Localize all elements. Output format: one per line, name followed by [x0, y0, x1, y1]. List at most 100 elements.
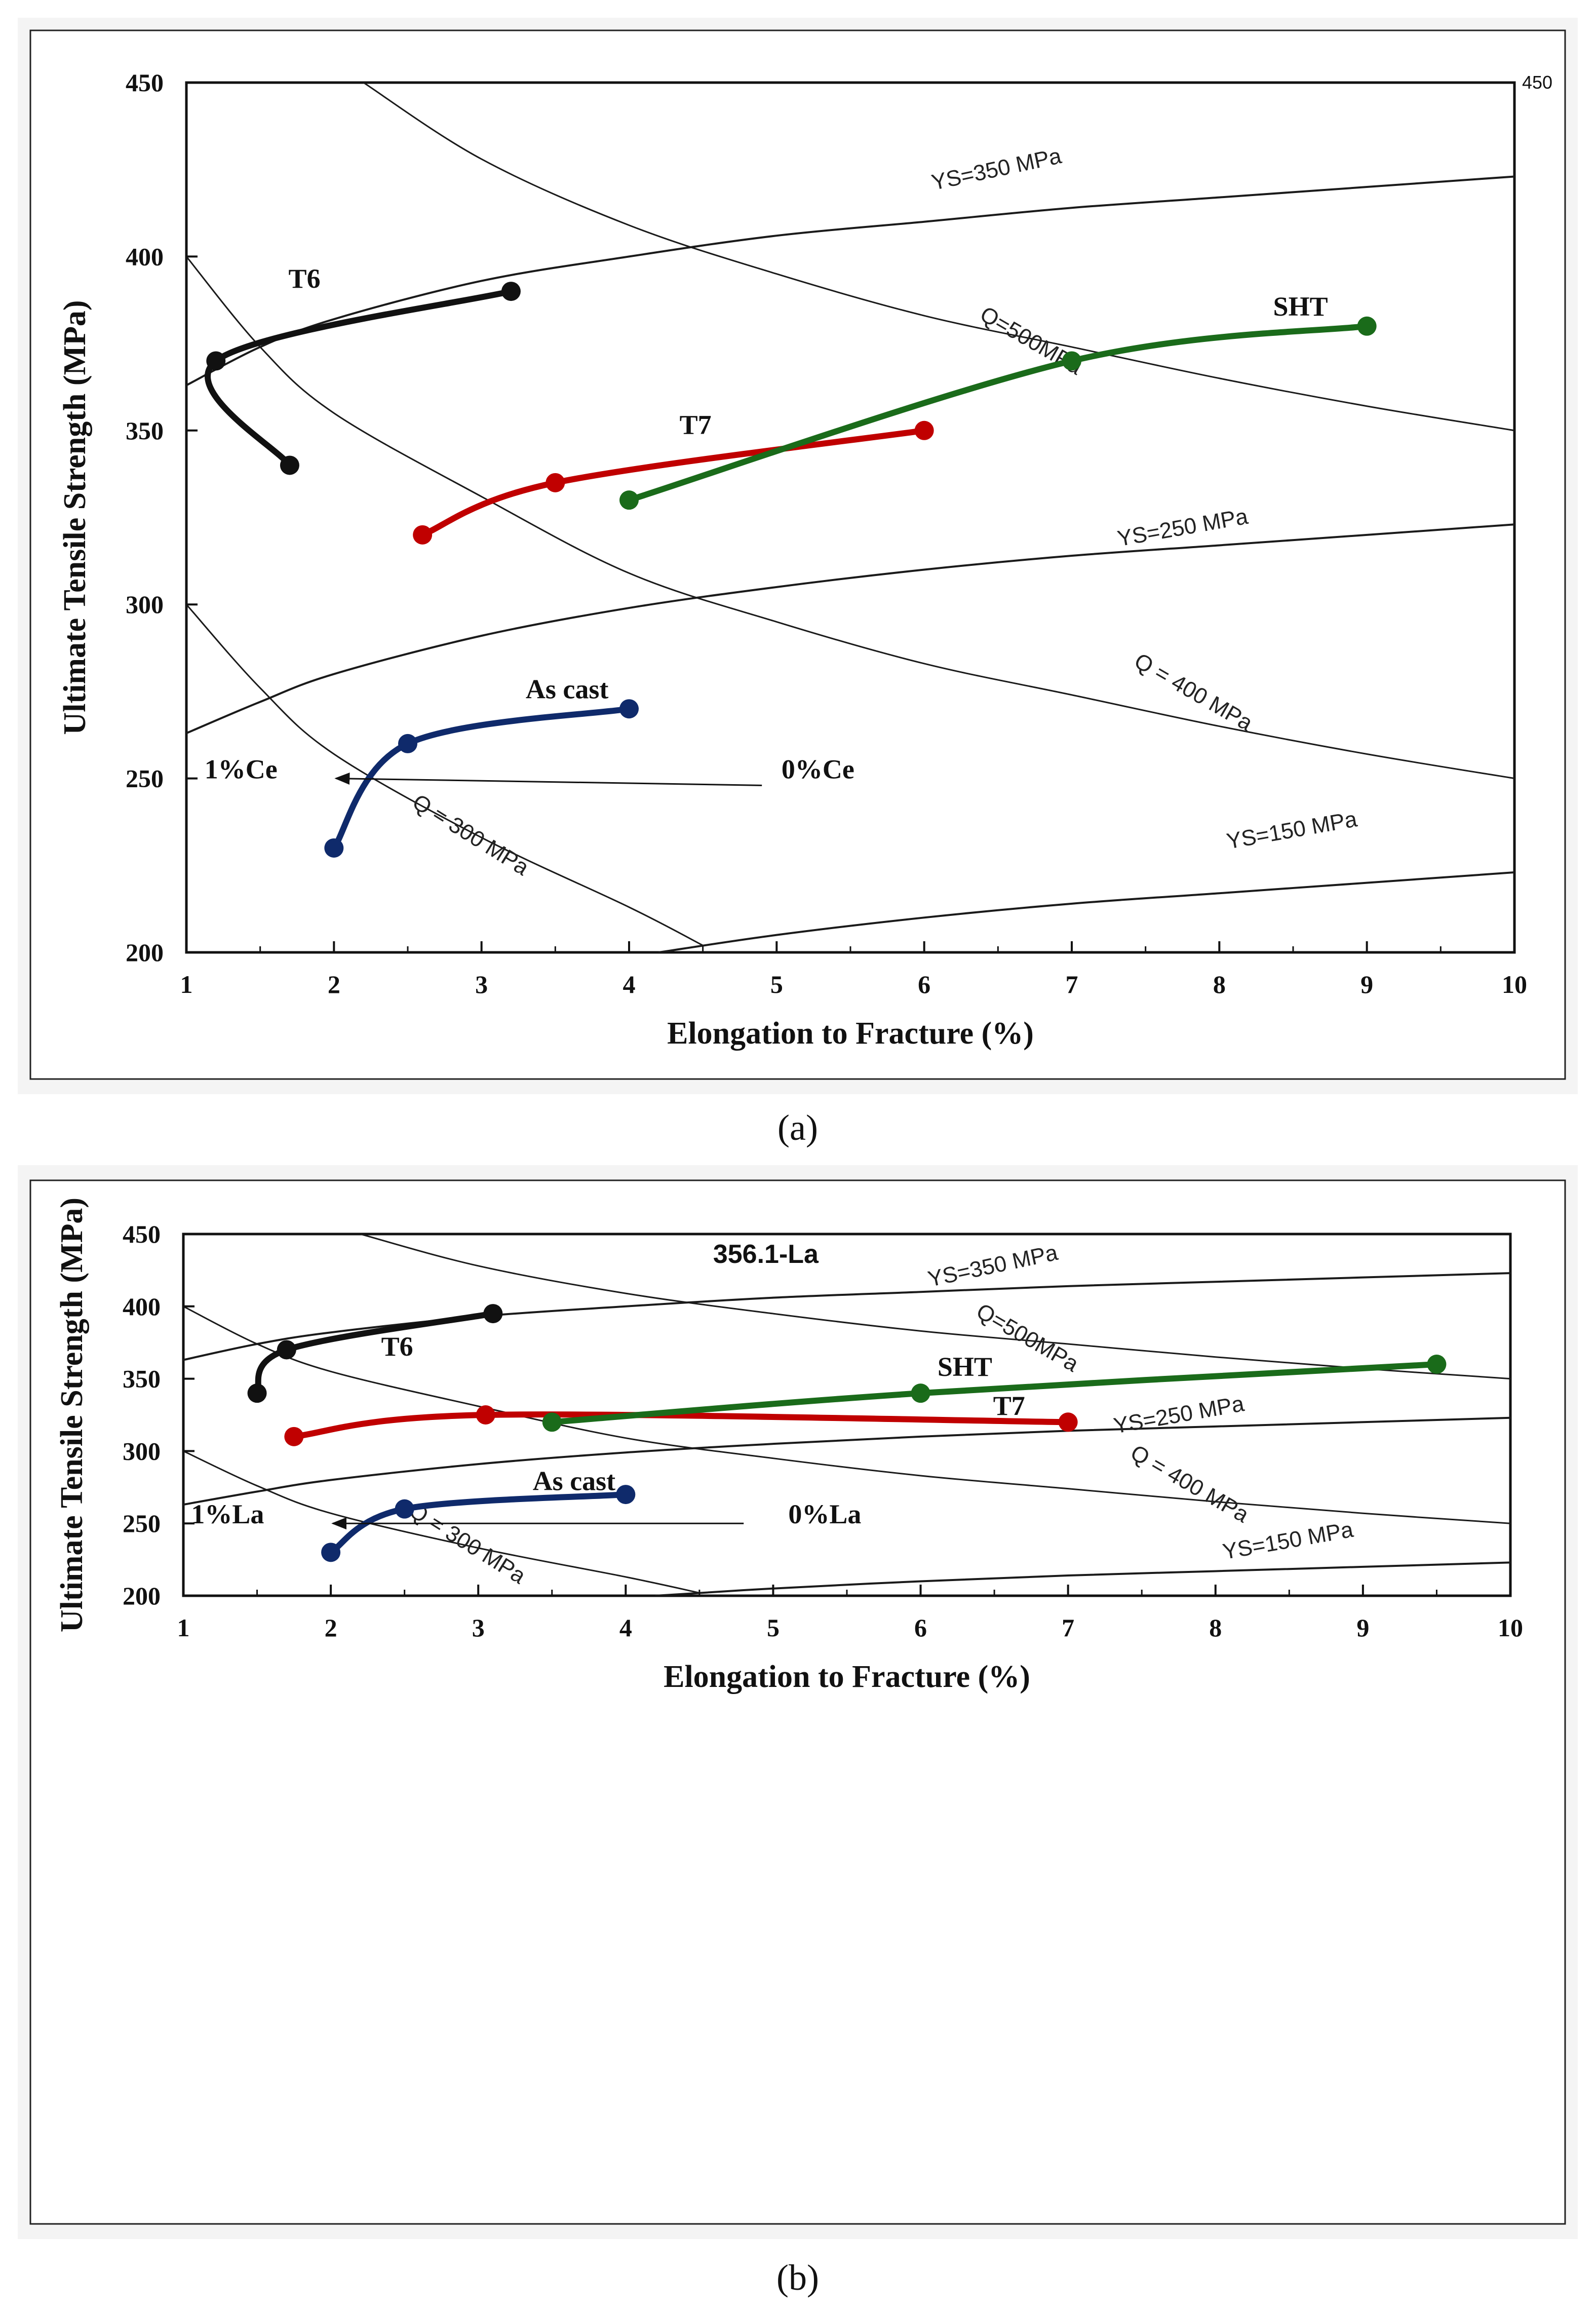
data-point [542, 1412, 562, 1432]
series-line [331, 706, 632, 851]
annotation-label: 1%Ce [205, 754, 278, 785]
y-tick-label: 350 [126, 416, 164, 445]
data-point [1427, 1355, 1447, 1374]
x-tick-label: 3 [475, 970, 488, 998]
data-point [413, 525, 433, 545]
data-point [616, 1485, 636, 1505]
y-axis-label: Ultimate Tensile Strength (MPa) [58, 300, 92, 735]
data-point [1062, 351, 1081, 371]
series-as-cast [324, 699, 639, 858]
annotation-label: 1%La [191, 1499, 264, 1529]
y-tick-label: 450 [123, 1220, 161, 1248]
figure-caption: (b) [776, 2257, 819, 2298]
data-point [619, 490, 639, 510]
figure-caption: (a) [777, 1107, 818, 1148]
x-tick-label: 4 [619, 1613, 632, 1642]
series-t6 [247, 1304, 503, 1403]
annotation-label: T6 [381, 1331, 413, 1362]
series-as-cast [321, 1485, 636, 1562]
reference-curves [186, 83, 1514, 952]
right-axis-label: 450 [1522, 72, 1552, 93]
data-point [619, 699, 639, 719]
x-tick-label: 1 [177, 1613, 190, 1642]
y-tick-label: 200 [126, 938, 164, 967]
data-point [277, 1340, 296, 1360]
reference-curve-ys-150-mpa [658, 871, 1514, 952]
x-tick-label: 3 [472, 1613, 485, 1642]
reference-curves [183, 1234, 1510, 1596]
reference-curve-q-400-mpa [186, 256, 1514, 780]
annotation-label: T6 [289, 263, 321, 294]
y-tick-label: 350 [123, 1365, 161, 1393]
series-line [419, 427, 927, 538]
series-sht [619, 316, 1377, 510]
reference-curve-q-400-mpa [183, 1305, 1510, 1524]
reference-curve-ys-350-mpa [186, 175, 1514, 387]
reference-curve-ys-350-mpa [183, 1272, 1510, 1361]
series-t6 [205, 282, 521, 475]
arrow [334, 773, 762, 786]
chart-frame [29, 1179, 1566, 2225]
reference-curve-q-300-mpa [183, 1450, 700, 1594]
annotation-label: T7 [993, 1391, 1025, 1421]
y-tick-label: 400 [126, 242, 164, 271]
data-point [911, 1383, 930, 1403]
data-point [546, 473, 565, 492]
series-line [549, 1361, 1440, 1426]
reference-curve-q-500mpa [363, 83, 1514, 432]
y-tick-label: 250 [123, 1509, 161, 1537]
x-tick-label: 7 [1062, 1613, 1074, 1642]
annotation-label: SHT [1273, 291, 1328, 322]
x-tick-label: 4 [623, 970, 636, 998]
x-tick-label: 8 [1209, 1613, 1222, 1642]
reference-curve-q-500mpa [360, 1234, 1510, 1380]
y-tick-label: 200 [123, 1582, 161, 1610]
x-tick-label: 2 [328, 970, 340, 998]
reference-curve-ys-250-mpa [186, 523, 1514, 735]
x-tick-label: 10 [1502, 970, 1527, 998]
reference-curve-q-300-mpa [186, 604, 704, 946]
y-tick-label: 250 [126, 764, 164, 793]
data-point [395, 1499, 414, 1519]
x-tick-label: 6 [914, 1613, 927, 1642]
chart-title: 356.1-La [713, 1240, 819, 1269]
x-tick-label: 1 [180, 970, 193, 998]
series-line [205, 288, 514, 469]
data-point [1058, 1412, 1078, 1432]
data-point [206, 351, 226, 371]
series-t7 [284, 1405, 1078, 1446]
series-line [291, 1411, 1071, 1440]
x-tick-label: 6 [918, 970, 930, 998]
x-tick-label: 9 [1356, 1613, 1369, 1642]
data-point [914, 420, 934, 440]
data-point [476, 1405, 495, 1425]
annotation-label: T7 [680, 410, 712, 440]
data-point [321, 1543, 341, 1562]
x-tick-label: 9 [1360, 970, 1373, 998]
x-tick-label: 10 [1498, 1613, 1523, 1642]
data-point [247, 1383, 267, 1403]
annotation-label: As cast [533, 1466, 615, 1496]
x-tick-label: 5 [767, 1613, 780, 1642]
x-tick-label: 5 [770, 970, 783, 998]
series-sht [542, 1355, 1447, 1432]
x-tick-label: 2 [325, 1613, 337, 1642]
annotation-label: SHT [938, 1352, 992, 1382]
series-line [254, 1311, 496, 1397]
chart-frame [29, 29, 1566, 1080]
y-tick-label: 300 [126, 590, 164, 619]
x-tick-label: 7 [1066, 970, 1078, 998]
data-point [501, 282, 521, 301]
series-t7 [413, 420, 934, 545]
reference-curve-ys-250-mpa [183, 1416, 1510, 1506]
annotation-label: As cast [526, 674, 608, 705]
annotation-label: 0%La [788, 1499, 861, 1529]
data-point [483, 1304, 503, 1324]
data-point [280, 455, 299, 475]
y-tick-label: 400 [123, 1292, 161, 1321]
data-point [398, 734, 417, 753]
x-axis-label: Elongation to Fracture (%) [667, 1016, 1034, 1051]
